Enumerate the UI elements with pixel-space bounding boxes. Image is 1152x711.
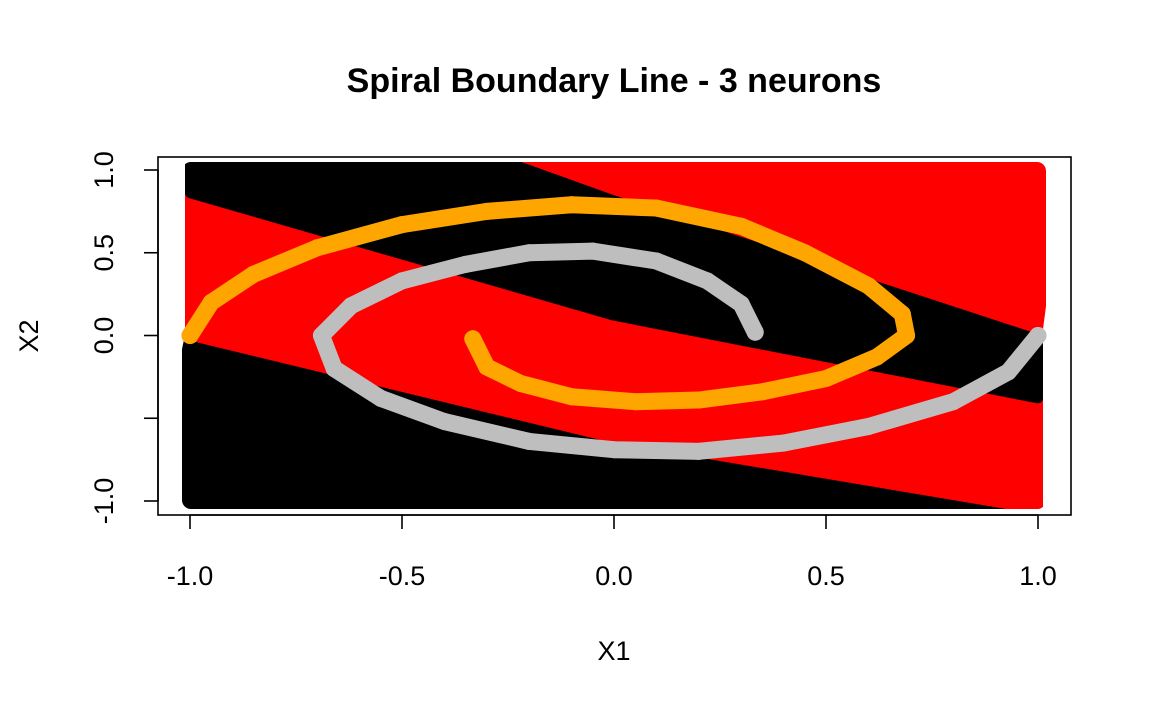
spiral-series-layer bbox=[181, 196, 1047, 460]
spiral-point-2-19 bbox=[944, 393, 962, 411]
spiral-point-2-16 bbox=[690, 442, 708, 460]
spiral-point-1-6 bbox=[690, 391, 708, 409]
y-tick-label: 0.5 bbox=[89, 234, 119, 272]
x-tick-label: -1.0 bbox=[167, 561, 214, 591]
spiral-point-1-20 bbox=[245, 265, 263, 283]
x-tick-label: 0.5 bbox=[807, 561, 845, 591]
spiral-point-1-3 bbox=[512, 374, 530, 392]
y-axis-label: X2 bbox=[14, 319, 44, 352]
spiral-point-1-8 bbox=[817, 370, 835, 388]
y-tick-label: 0.0 bbox=[89, 317, 119, 355]
spiral-point-2-18 bbox=[859, 418, 877, 436]
spiral-point-2-20 bbox=[999, 363, 1017, 381]
spiral-point-2-9 bbox=[342, 297, 360, 315]
spiral-point-1-12 bbox=[859, 277, 877, 295]
spiral-point-1-10 bbox=[898, 327, 916, 344]
x-axis-ticks: -1.0 -0.5 0.0 0.5 1.0 bbox=[167, 515, 1057, 591]
spiral-point-2-5 bbox=[584, 242, 602, 260]
spiral-point-1-1 bbox=[464, 330, 482, 348]
y-tick-label: -1.0 bbox=[89, 478, 119, 525]
spiral-point-1-14 bbox=[732, 217, 750, 235]
spiral-point-1-11 bbox=[893, 305, 911, 323]
spiral-point-1-19 bbox=[308, 239, 326, 257]
spiral-point-1-17 bbox=[478, 202, 496, 220]
spiral-point-1-4 bbox=[563, 388, 581, 406]
spiral-point-2-14 bbox=[520, 432, 538, 450]
spiral-point-1-18 bbox=[393, 216, 411, 234]
spiral-series-line-1 bbox=[181, 196, 916, 411]
spiral-point-2-11 bbox=[325, 360, 343, 378]
spiral-point-2-17 bbox=[775, 434, 793, 452]
spiral-point-2-13 bbox=[435, 413, 453, 431]
spiral-point-2-3 bbox=[698, 272, 716, 290]
spiral-point-1-2 bbox=[478, 358, 496, 376]
spiral-point-2-10 bbox=[312, 327, 330, 344]
x-axis-label: X1 bbox=[597, 636, 630, 666]
x-tick-label: -0.5 bbox=[379, 561, 426, 591]
class-band-upper bbox=[182, 162, 1046, 334]
spiral-point-2-1 bbox=[746, 323, 764, 341]
spiral-point-2-6 bbox=[520, 244, 538, 262]
spiral-point-2-12 bbox=[372, 389, 390, 407]
spiral-point-1-15 bbox=[647, 199, 665, 217]
spiral-point-1-13 bbox=[796, 244, 814, 262]
spiral-point-2-4 bbox=[647, 252, 665, 270]
spiral-point-2-15 bbox=[605, 441, 623, 459]
spiral-point-2-2 bbox=[732, 295, 750, 313]
x-tick-label: 1.0 bbox=[1019, 561, 1057, 591]
spiral-point-2-8 bbox=[393, 272, 411, 290]
spiral-point-1-7 bbox=[753, 383, 771, 401]
spiral-point-1-21 bbox=[202, 293, 220, 311]
x-tick-label: 0.0 bbox=[595, 561, 633, 591]
spiral-point-1-9 bbox=[868, 348, 886, 366]
spiral-point-1-5 bbox=[626, 393, 644, 411]
spiral-point-1-22 bbox=[181, 327, 199, 344]
spiral-point-2-21 bbox=[1029, 327, 1047, 344]
y-tick-label: 1.0 bbox=[89, 151, 119, 189]
y-axis-ticks: -1.0 0.0 0.5 1.0 bbox=[89, 151, 158, 524]
spiral-point-2-7 bbox=[457, 255, 475, 273]
chart-title: Spiral Boundary Line - 3 neurons bbox=[347, 62, 882, 100]
spiral-point-1-16 bbox=[563, 196, 581, 214]
